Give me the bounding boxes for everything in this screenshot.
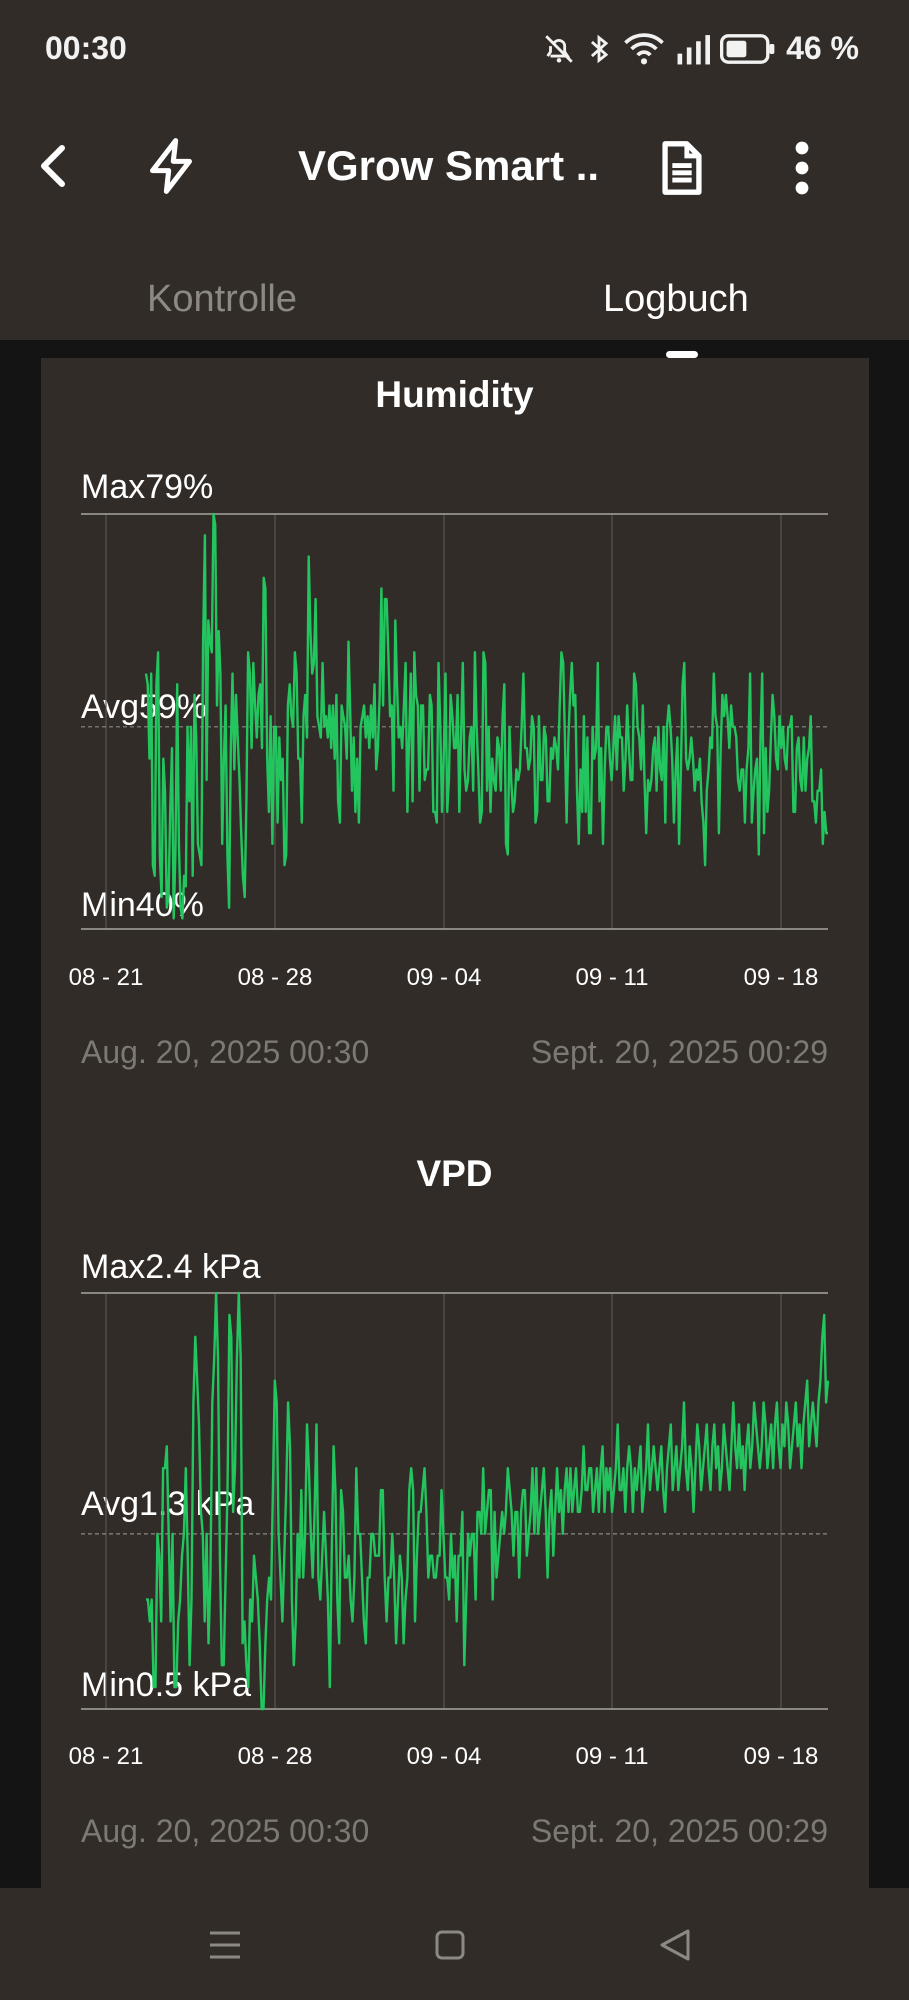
x-tick-label: 08 - 21 <box>69 1743 144 1770</box>
humidity-title: Humidity <box>375 374 534 415</box>
tab-logbuch[interactable]: Logbuch <box>603 278 749 320</box>
bell-off-icon <box>545 34 573 63</box>
status-time: 00:30 <box>45 30 127 66</box>
app-bar <box>0 100 909 340</box>
x-tick-label: 08 - 28 <box>238 1743 313 1770</box>
chevron-left-icon <box>41 145 65 187</box>
battery-icon <box>720 33 775 64</box>
humidity-min-value: 40% <box>135 886 204 924</box>
humidity-start-date: Aug. 20, 2025 00:30 <box>81 1034 370 1070</box>
x-tick-label: 09 - 18 <box>744 1743 819 1770</box>
series-line <box>146 1291 830 1711</box>
back-nav-button[interactable] <box>655 1925 695 1965</box>
x-tick-label: 09 - 11 <box>576 964 649 991</box>
tab-kontrolle[interactable]: Kontrolle <box>147 278 297 320</box>
system-nav-bar <box>0 1888 909 2000</box>
humidity-end-date: Sept. 20, 2025 00:29 <box>530 1034 828 1070</box>
humidity-chart: 08 - 21 08 - 28 09 - 04 09 - 11 09 - 18 <box>69 512 828 991</box>
humidity-min-label: Min40% <box>81 886 204 925</box>
x-tick-label: 08 - 28 <box>238 964 313 991</box>
humidity-max-value: 79% <box>145 468 214 506</box>
active-tab-indicator <box>666 351 698 358</box>
x-tick-label: 08 - 21 <box>69 964 144 991</box>
back-button[interactable] <box>22 134 86 198</box>
humidity-max-prefix: Max <box>81 468 146 506</box>
humidity-avg-prefix: Avg <box>81 688 139 726</box>
vpd-max-prefix: Max <box>81 1248 146 1286</box>
document-button[interactable] <box>650 136 714 200</box>
document-icon <box>662 141 702 195</box>
vpd-min-prefix: Min <box>81 1666 136 1704</box>
status-icons: 46 % <box>542 30 859 67</box>
page-title: VGrow Smart .. <box>298 142 600 189</box>
lightning-icon <box>150 138 192 194</box>
battery-percent: 46 % <box>786 30 859 66</box>
vpd-start-date: Aug. 20, 2025 00:30 <box>81 1813 370 1849</box>
vpd-title: VPD <box>416 1153 493 1194</box>
recent-apps-button[interactable] <box>205 1925 245 1965</box>
x-tick-label: 09 - 18 <box>744 964 819 991</box>
square-icon <box>435 1930 465 1960</box>
x-tick-label: 09 - 11 <box>576 1743 649 1770</box>
vpd-max-label: Max2.4 kPa <box>81 1248 261 1287</box>
more-button[interactable] <box>770 136 834 200</box>
signal-icon <box>677 34 711 64</box>
x-tick-label: 09 - 04 <box>407 1743 482 1770</box>
humidity-max-label: Max79% <box>81 468 213 507</box>
vpd-avg-prefix: Avg <box>81 1485 139 1523</box>
wifi-icon <box>624 32 664 64</box>
x-tick-label: 09 - 04 <box>407 964 482 991</box>
humidity-min-prefix: Min <box>81 886 136 924</box>
menu-icon <box>210 1931 240 1959</box>
more-vertical-icon <box>795 141 809 195</box>
home-button[interactable] <box>430 1925 470 1965</box>
vpd-max-value: 2.4 kPa <box>145 1248 261 1286</box>
triangle-back-icon <box>660 1929 690 1961</box>
quick-action-button[interactable] <box>139 134 203 198</box>
series-line <box>144 512 828 920</box>
bluetooth-icon <box>591 34 609 63</box>
vpd-avg-label: Avg1.3 kPa <box>81 1485 254 1524</box>
status-bar: 00:30 46 % <box>0 0 909 100</box>
vpd-end-date: Sept. 20, 2025 00:29 <box>530 1813 828 1849</box>
